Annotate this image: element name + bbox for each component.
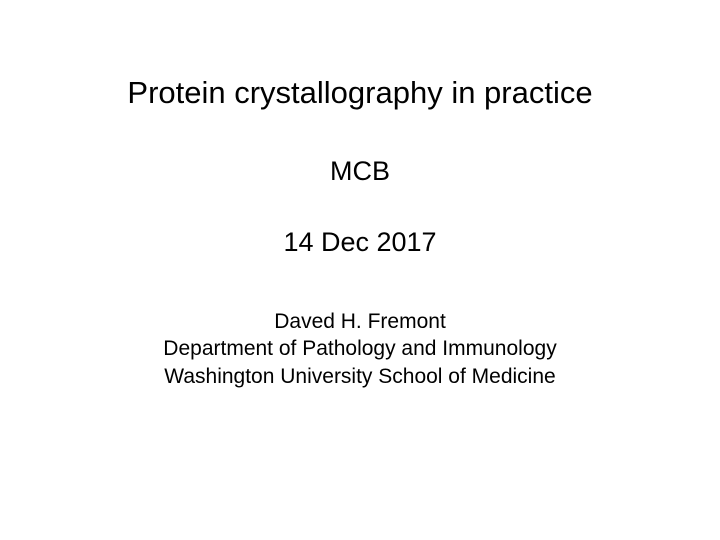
presentation-date: 14 Dec 2017 [0,227,720,258]
author-block: Daved H. Fremont Department of Pathology… [0,308,720,390]
author-department: Department of Pathology and Immunology [0,335,720,362]
slide-title: Protein crystallography in practice [0,75,720,111]
slide-container: Protein crystallography in practice MCB … [0,0,720,540]
author-institution: Washington University School of Medicine [0,363,720,390]
author-name: Daved H. Fremont [0,308,720,335]
course-code: MCB [0,156,720,187]
